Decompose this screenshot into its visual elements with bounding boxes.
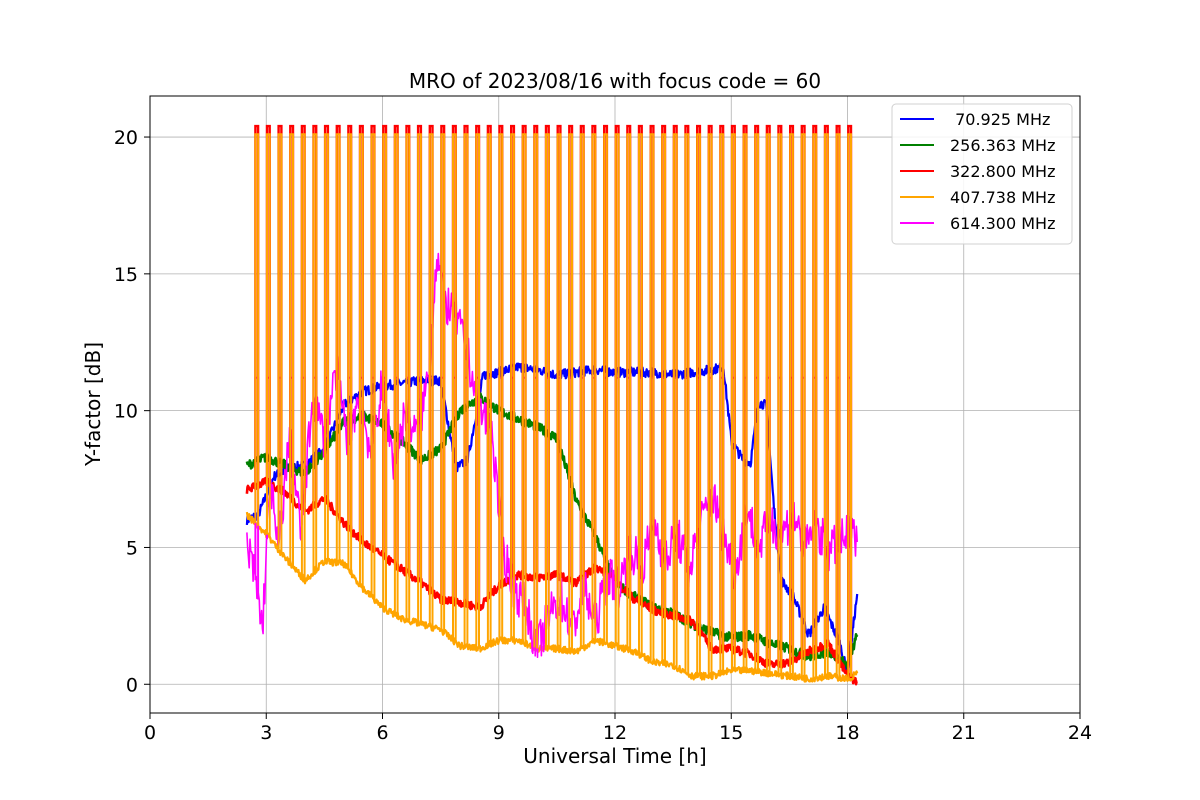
x-tick-label: 18 bbox=[835, 722, 859, 744]
legend-entry: 407.738 MHz bbox=[950, 188, 1055, 207]
x-tick-label: 15 bbox=[719, 722, 743, 744]
y-axis-label: Y-factor [dB] bbox=[81, 342, 105, 467]
legend-box bbox=[891, 103, 1073, 245]
legend: 70.925 MHz 256.363 MHz 322.800 MHz 407.738 … bbox=[891, 103, 1073, 245]
y-tick-label: 0 bbox=[126, 674, 138, 696]
legend-entry: 322.800 MHz bbox=[950, 162, 1055, 181]
x-tick-label: 24 bbox=[1068, 722, 1092, 744]
pulse-train bbox=[254, 133, 852, 679]
y-tick-label: 15 bbox=[114, 264, 138, 286]
x-tick-label: 21 bbox=[952, 722, 976, 744]
x-tick-label: 0 bbox=[144, 722, 156, 744]
y-tick-label: 20 bbox=[114, 127, 138, 149]
legend-entry: 70.925 MHz bbox=[950, 110, 1050, 129]
x-tick-label: 6 bbox=[376, 722, 388, 744]
x-tick-label: 3 bbox=[260, 722, 272, 744]
legend-entry: 256.363 MHz bbox=[950, 136, 1055, 155]
ticks: 0 3 6 9 12 15 18 21 24 0 5 10 15 20 bbox=[114, 127, 1092, 744]
pulse-train bbox=[254, 281, 852, 648]
legend-entry: 614.300 MHz bbox=[950, 214, 1055, 233]
x-axis-label: Universal Time [h] bbox=[523, 744, 706, 768]
x-tick-label: 12 bbox=[603, 722, 627, 744]
chart-title: MRO of 2023/08/16 with focus code = 60 bbox=[409, 69, 821, 93]
x-tick-label: 9 bbox=[493, 722, 505, 744]
pulse-train bbox=[254, 124, 853, 678]
y-tick-label: 10 bbox=[114, 401, 138, 423]
calibration-pulses bbox=[254, 124, 853, 679]
y-tick-label: 5 bbox=[126, 537, 138, 559]
